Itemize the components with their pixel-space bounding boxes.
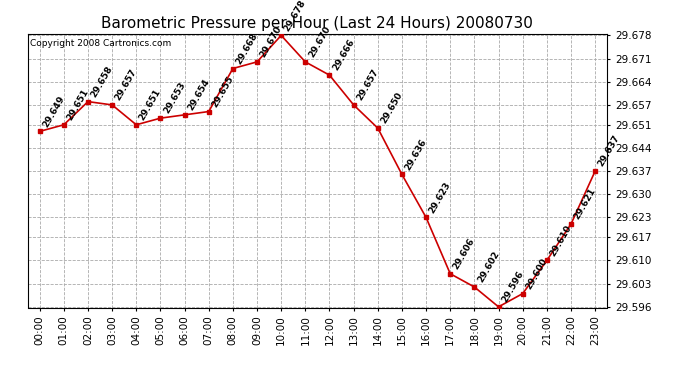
Text: 29.653: 29.653 [162, 81, 187, 116]
Text: 29.596: 29.596 [500, 269, 525, 304]
Text: 29.636: 29.636 [404, 137, 428, 172]
Text: 29.649: 29.649 [41, 94, 66, 129]
Text: 29.678: 29.678 [283, 0, 308, 33]
Text: 29.668: 29.668 [235, 31, 259, 66]
Text: 29.655: 29.655 [210, 74, 235, 109]
Text: 29.621: 29.621 [573, 187, 598, 221]
Text: 29.657: 29.657 [114, 68, 139, 102]
Text: 29.600: 29.600 [524, 256, 549, 291]
Text: 29.657: 29.657 [355, 68, 380, 102]
Title: Barometric Pressure per Hour (Last 24 Hours) 20080730: Barometric Pressure per Hour (Last 24 Ho… [101, 16, 533, 31]
Text: 29.650: 29.650 [380, 91, 404, 125]
Text: 29.651: 29.651 [138, 87, 163, 122]
Text: 29.637: 29.637 [597, 134, 622, 168]
Text: 29.658: 29.658 [90, 64, 115, 99]
Text: 29.610: 29.610 [549, 223, 573, 258]
Text: 29.670: 29.670 [307, 24, 332, 59]
Text: 29.670: 29.670 [259, 24, 284, 59]
Text: 29.606: 29.606 [452, 237, 477, 271]
Text: 29.666: 29.666 [331, 38, 356, 72]
Text: Copyright 2008 Cartronics.com: Copyright 2008 Cartronics.com [30, 39, 172, 48]
Text: 29.602: 29.602 [476, 250, 501, 284]
Text: 29.623: 29.623 [428, 180, 453, 214]
Text: 29.654: 29.654 [186, 77, 211, 112]
Text: 29.651: 29.651 [66, 87, 90, 122]
